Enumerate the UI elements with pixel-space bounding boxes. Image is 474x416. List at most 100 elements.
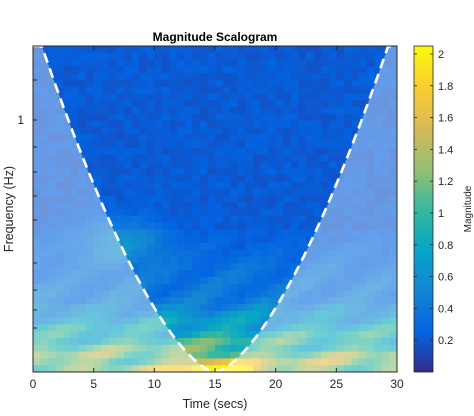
heatmap-cell — [139, 168, 148, 176]
heatmap-cell — [298, 242, 307, 251]
heatmap-cell — [230, 324, 239, 332]
heatmap-cell — [192, 107, 201, 115]
heatmap-cell — [252, 263, 262, 271]
heatmap-cell — [252, 147, 262, 156]
heatmap-cell — [177, 365, 186, 372]
heatmap-cell — [283, 168, 292, 176]
heatmap-cell — [343, 317, 353, 326]
heatmap-cell — [374, 161, 383, 169]
heatmap-cell — [230, 195, 239, 203]
heatmap-cell — [33, 79, 42, 88]
heatmap-cell — [70, 134, 80, 142]
heatmap-cell — [321, 324, 330, 332]
heatmap-cell — [124, 46, 133, 54]
heatmap-cell — [192, 100, 201, 108]
heatmap-cell — [252, 79, 262, 88]
heatmap-cell — [237, 338, 246, 346]
heatmap-cell — [245, 236, 254, 244]
heatmap-cell — [215, 141, 224, 149]
heatmap-cell — [40, 46, 49, 54]
heatmap-cell — [63, 147, 72, 156]
heatmap-cell — [328, 46, 337, 54]
heatmap-cell — [230, 283, 239, 292]
heatmap-cell — [275, 351, 284, 360]
heatmap-cell — [139, 310, 148, 319]
heatmap-cell — [131, 249, 140, 258]
heatmap-cell — [192, 66, 201, 74]
heatmap-cell — [381, 242, 391, 251]
heatmap-cell — [313, 134, 322, 142]
heatmap-cell — [161, 365, 171, 372]
heatmap-cell — [321, 202, 330, 210]
heatmap-cell — [359, 141, 368, 149]
heatmap-cell — [207, 73, 216, 81]
heatmap-cell — [374, 317, 383, 326]
heatmap-cell — [78, 344, 87, 353]
heatmap-cell — [146, 66, 155, 74]
heatmap-cell — [351, 242, 360, 251]
x-tick-label: 30 — [390, 377, 404, 391]
heatmap-cell — [336, 317, 345, 326]
heatmap-cell — [154, 161, 163, 169]
heatmap-cell — [313, 175, 322, 183]
heatmap-cell — [381, 175, 391, 183]
heatmap-cell — [374, 365, 383, 372]
heatmap-cell — [374, 344, 383, 353]
heatmap-cell — [161, 147, 171, 156]
heatmap-cell — [268, 249, 277, 258]
heatmap-cell — [215, 168, 224, 176]
heatmap-cell — [177, 73, 186, 81]
heatmap-cell — [245, 338, 254, 346]
heatmap-cell — [78, 86, 87, 95]
heatmap-cell — [139, 270, 148, 278]
heatmap-cell — [230, 181, 239, 190]
heatmap-cell — [283, 66, 292, 74]
heatmap-cell — [199, 344, 209, 353]
heatmap-cell — [192, 195, 201, 203]
heatmap-cell — [268, 52, 277, 61]
heatmap-cell — [351, 358, 360, 366]
heatmap-cell — [283, 324, 292, 332]
heatmap-cell — [298, 107, 307, 115]
heatmap-cell — [381, 127, 391, 135]
heatmap-cell — [343, 147, 353, 156]
heatmap-cell — [230, 134, 239, 142]
heatmap-cell — [374, 100, 383, 108]
heatmap-cell — [177, 242, 186, 251]
heatmap-cell — [86, 66, 95, 74]
heatmap-cell — [260, 317, 269, 326]
heatmap-cell — [290, 161, 300, 169]
heatmap-cell — [86, 134, 95, 142]
heatmap-cell — [33, 263, 42, 271]
heatmap-cell — [374, 304, 383, 312]
heatmap-cell — [207, 324, 216, 332]
heatmap-cell — [351, 154, 360, 163]
heatmap-cell — [298, 249, 307, 258]
heatmap-cell — [215, 276, 224, 285]
heatmap-cell — [313, 127, 322, 135]
heatmap-cell — [290, 344, 300, 353]
heatmap-cell — [389, 249, 397, 258]
heatmap-cell — [124, 331, 133, 339]
heatmap-cell — [78, 52, 87, 61]
heatmap-cell — [306, 324, 315, 332]
heatmap-cell — [215, 331, 224, 339]
heatmap-cell — [260, 283, 269, 292]
heatmap-cell — [33, 317, 42, 326]
heatmap-cell — [55, 242, 64, 251]
heatmap-cell — [161, 107, 171, 115]
heatmap-cell — [192, 229, 201, 237]
heatmap-cell — [192, 161, 201, 169]
heatmap-cell — [169, 276, 178, 285]
heatmap-cell — [306, 263, 315, 271]
heatmap-cell — [116, 161, 125, 169]
heatmap-cell — [328, 242, 337, 251]
heatmap-cell — [146, 134, 155, 142]
heatmap-cell — [146, 338, 155, 346]
heatmap-cell — [336, 358, 345, 366]
heatmap-cell — [351, 222, 360, 230]
heatmap-cell — [184, 147, 193, 156]
heatmap-cell — [131, 344, 140, 353]
heatmap-cell — [161, 195, 171, 203]
heatmap-cell — [161, 127, 171, 135]
